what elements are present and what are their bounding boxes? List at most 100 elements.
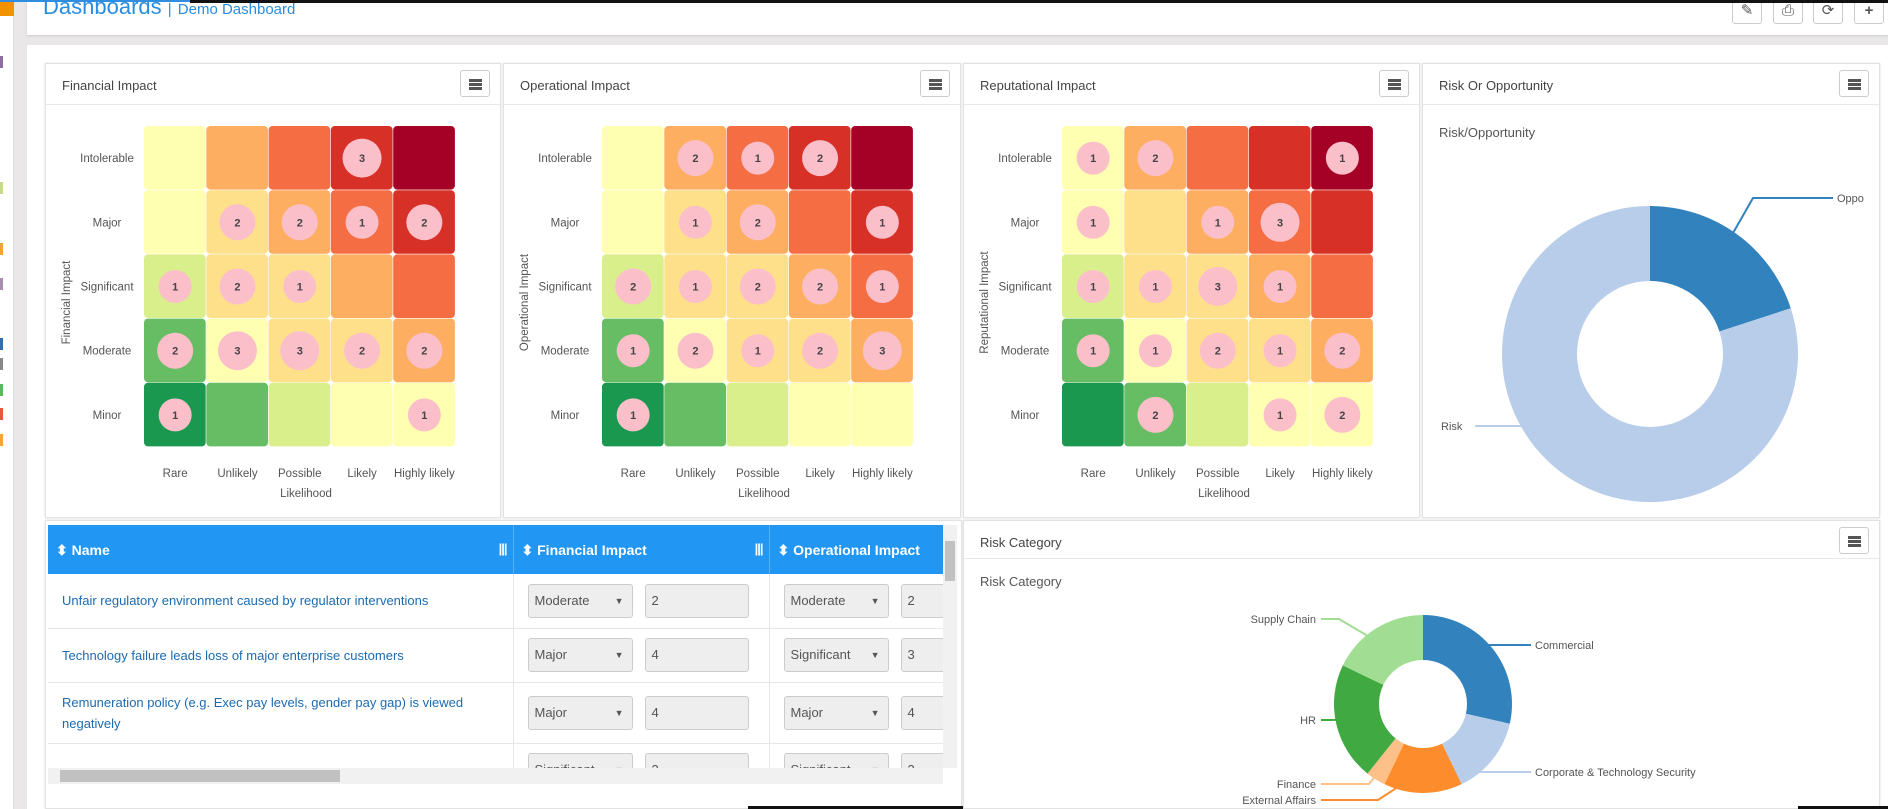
sidebar-icon[interactable]	[0, 408, 3, 420]
sidebar-icon[interactable]	[0, 182, 3, 194]
sort-icon[interactable]: ⬍	[777, 541, 790, 558]
vertical-scrollbar[interactable]	[943, 525, 957, 768]
heatmap-cell[interactable]	[393, 126, 455, 190]
sidebar-active-tab[interactable]	[0, 0, 14, 16]
column-header-name[interactable]: ⬍ Name |||	[48, 525, 514, 574]
heatmap-cell[interactable]	[1311, 190, 1373, 254]
operational-impact-select[interactable]: Significant ▼	[783, 753, 889, 768]
operational-impact-select[interactable]: Major ▼	[783, 695, 889, 730]
financial-impact-select[interactable]: Significant ▼	[527, 753, 633, 768]
gear-icon[interactable]	[0, 56, 3, 68]
list-view-button[interactable]	[920, 70, 950, 97]
list-view-button[interactable]	[460, 70, 490, 97]
donut-slice[interactable]	[1650, 206, 1791, 332]
count-bubble[interactable]	[1199, 332, 1236, 369]
count-bubble[interactable]	[1263, 270, 1297, 303]
count-bubble[interactable]	[1076, 334, 1110, 368]
heatmap-cell[interactable]	[206, 126, 268, 190]
count-bubble[interactable]	[1076, 141, 1110, 175]
count-bubble[interactable]	[1325, 141, 1359, 175]
count-bubble[interactable]	[1138, 334, 1172, 368]
count-bubble[interactable]	[344, 332, 381, 369]
count-bubble[interactable]	[677, 140, 714, 177]
heatmap-cell[interactable]	[1248, 126, 1311, 190]
count-bubble[interactable]	[219, 204, 256, 241]
count-bubble[interactable]	[1137, 140, 1174, 177]
sidebar-icon[interactable]	[0, 338, 3, 350]
operational-score-input[interactable]: 4	[900, 695, 943, 730]
list-view-button[interactable]	[1839, 527, 1869, 554]
count-bubble[interactable]	[1076, 270, 1110, 303]
column-resize-handle[interactable]: |||	[754, 541, 764, 556]
count-bubble[interactable]	[1263, 334, 1297, 368]
count-bubble[interactable]	[407, 398, 441, 432]
count-bubble[interactable]	[802, 332, 839, 369]
operational-impact-select[interactable]: Moderate ▼	[783, 583, 889, 618]
heatmap-cell[interactable]	[664, 382, 726, 447]
financial-score-input[interactable]: 3	[644, 753, 749, 768]
sidebar-icon[interactable]	[0, 358, 3, 370]
count-bubble[interactable]	[678, 205, 712, 239]
refresh-button[interactable]: ⟳	[1813, 0, 1843, 24]
heatmap-cell[interactable]	[330, 382, 393, 447]
financial-score-input[interactable]: 4	[644, 638, 749, 672]
count-bubble[interactable]	[1198, 267, 1238, 306]
add-button[interactable]: +	[1854, 0, 1884, 24]
count-bubble[interactable]	[615, 268, 652, 305]
sidebar-icon[interactable]	[0, 243, 3, 255]
column-header-financial-impact[interactable]: ⬍ Financial Impact |||	[513, 525, 770, 574]
donut-slice[interactable]	[1342, 615, 1423, 685]
heatmap-cell[interactable]	[330, 254, 393, 318]
list-view-button[interactable]	[1379, 70, 1409, 97]
sidebar-icon[interactable]	[0, 434, 3, 446]
count-bubble[interactable]	[281, 204, 318, 241]
count-bubble[interactable]	[802, 268, 839, 305]
count-bubble[interactable]	[616, 398, 650, 432]
page-title[interactable]: Dashboards	[43, 0, 162, 19]
column-resize-handle[interactable]: |||	[498, 541, 508, 556]
scrollbar-thumb[interactable]	[945, 541, 955, 581]
count-bubble[interactable]	[1263, 398, 1297, 432]
donut-slice[interactable]	[1334, 665, 1396, 774]
operational-impact-select[interactable]: Significant ▼	[783, 638, 889, 672]
count-bubble[interactable]	[862, 331, 902, 371]
financial-impact-select[interactable]: Major ▼	[527, 638, 633, 672]
count-bubble[interactable]	[157, 332, 194, 369]
heatmap-cell[interactable]	[144, 190, 206, 254]
count-bubble[interactable]	[741, 334, 775, 368]
sidebar-icon[interactable]	[0, 384, 3, 396]
count-bubble[interactable]	[219, 268, 256, 305]
risk-name-link[interactable]: Technology failure leads loss of major e…	[62, 647, 404, 663]
heatmap-cell[interactable]	[1124, 190, 1186, 254]
list-view-button[interactable]	[1839, 70, 1869, 97]
count-bubble[interactable]	[739, 204, 776, 241]
donut-slice[interactable]	[1384, 743, 1462, 793]
count-bubble[interactable]	[1324, 396, 1361, 433]
edit-button[interactable]: ✎	[1732, 0, 1762, 24]
sort-icon[interactable]: ⬍	[56, 541, 68, 558]
count-bubble[interactable]	[406, 204, 443, 241]
count-bubble[interactable]	[1076, 205, 1110, 239]
count-bubble[interactable]	[1137, 396, 1174, 433]
count-bubble[interactable]	[280, 331, 320, 371]
count-bubble[interactable]	[342, 138, 382, 178]
sort-icon[interactable]: ⬍	[521, 541, 534, 558]
column-header-operational-impact[interactable]: ⬍ Operational Impact	[769, 525, 943, 574]
heatmap-cell[interactable]	[206, 382, 268, 447]
count-bubble[interactable]	[741, 141, 775, 175]
financial-score-input[interactable]: 2	[644, 583, 749, 618]
operational-score-input[interactable]: 2	[900, 583, 943, 618]
donut-slice[interactable]	[1502, 206, 1798, 503]
heatmap-cell[interactable]	[788, 382, 851, 447]
heatmap-cell[interactable]	[1186, 382, 1249, 447]
scrollbar-thumb[interactable]	[60, 770, 340, 782]
count-bubble[interactable]	[865, 205, 899, 239]
donut-slice[interactable]	[1442, 713, 1510, 785]
count-bubble[interactable]	[1201, 205, 1235, 239]
donut-slice[interactable]	[1423, 615, 1512, 724]
sidebar-icon[interactable]	[0, 278, 3, 290]
pdf-export-button[interactable]: ⎙	[1773, 0, 1803, 24]
risk-name-link[interactable]: Remuneration policy (e.g. Exec pay level…	[62, 694, 464, 731]
count-bubble[interactable]	[158, 270, 192, 303]
heatmap-cell[interactable]	[788, 190, 851, 254]
